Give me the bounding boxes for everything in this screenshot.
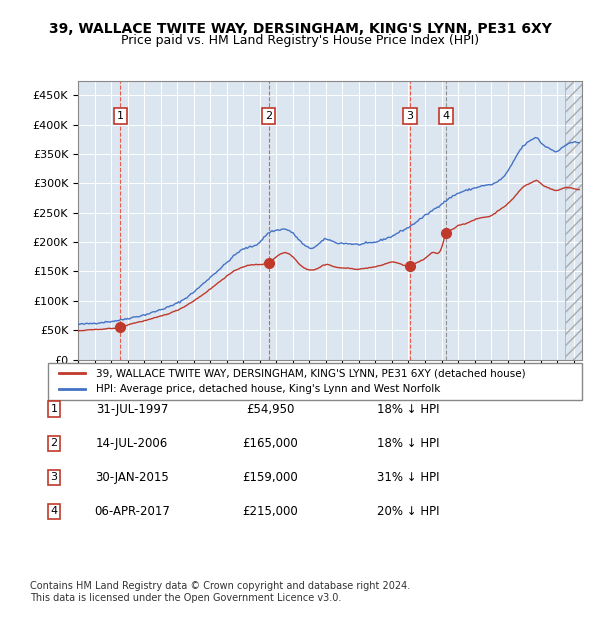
- Text: 2: 2: [265, 111, 272, 121]
- Text: 39, WALLACE TWITE WAY, DERSINGHAM, KING'S LYNN, PE31 6XY: 39, WALLACE TWITE WAY, DERSINGHAM, KING'…: [49, 22, 551, 36]
- Text: 31-JUL-1997: 31-JUL-1997: [96, 403, 168, 415]
- FancyBboxPatch shape: [48, 363, 582, 400]
- Text: 18% ↓ HPI: 18% ↓ HPI: [377, 437, 439, 450]
- Text: £54,950: £54,950: [246, 403, 294, 415]
- Text: 39, WALLACE TWITE WAY, DERSINGHAM, KING'S LYNN, PE31 6XY (detached house): 39, WALLACE TWITE WAY, DERSINGHAM, KING'…: [96, 368, 526, 378]
- Text: 31% ↓ HPI: 31% ↓ HPI: [377, 471, 439, 484]
- Text: 4: 4: [50, 507, 58, 516]
- Text: 3: 3: [50, 472, 58, 482]
- Text: Price paid vs. HM Land Registry's House Price Index (HPI): Price paid vs. HM Land Registry's House …: [121, 34, 479, 47]
- Text: 18% ↓ HPI: 18% ↓ HPI: [377, 403, 439, 415]
- Text: £165,000: £165,000: [242, 437, 298, 450]
- Text: 06-APR-2017: 06-APR-2017: [94, 505, 170, 518]
- Text: 30-JAN-2015: 30-JAN-2015: [95, 471, 169, 484]
- Text: 2: 2: [50, 438, 58, 448]
- Text: 3: 3: [406, 111, 413, 121]
- Text: HPI: Average price, detached house, King's Lynn and West Norfolk: HPI: Average price, detached house, King…: [96, 384, 440, 394]
- Bar: [565, 81, 590, 360]
- Text: 20% ↓ HPI: 20% ↓ HPI: [377, 505, 439, 518]
- Text: £215,000: £215,000: [242, 505, 298, 518]
- Text: Contains HM Land Registry data © Crown copyright and database right 2024.: Contains HM Land Registry data © Crown c…: [30, 581, 410, 591]
- Text: £159,000: £159,000: [242, 471, 298, 484]
- Text: 1: 1: [50, 404, 58, 414]
- Text: 1: 1: [117, 111, 124, 121]
- Text: This data is licensed under the Open Government Licence v3.0.: This data is licensed under the Open Gov…: [30, 593, 341, 603]
- Text: 4: 4: [442, 111, 449, 121]
- Text: 14-JUL-2006: 14-JUL-2006: [96, 437, 168, 450]
